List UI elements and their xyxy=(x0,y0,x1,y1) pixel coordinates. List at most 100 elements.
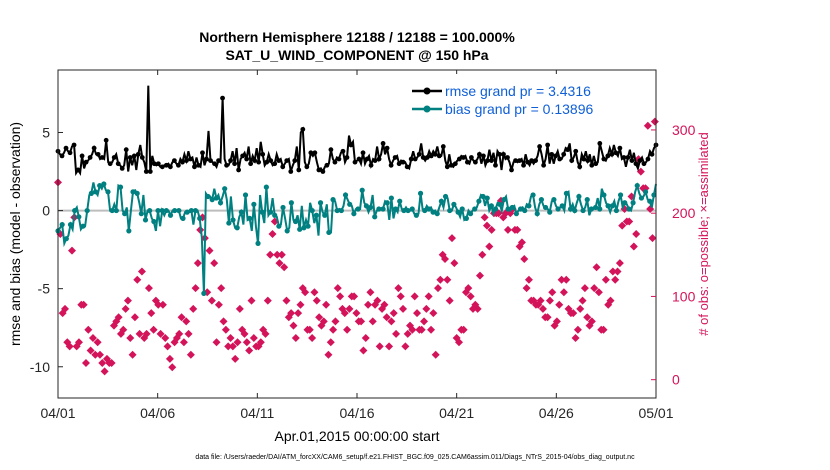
obs-count-point xyxy=(478,250,487,259)
obs-count-point xyxy=(79,300,88,309)
obs-count-point xyxy=(142,329,151,338)
obs-count-point xyxy=(459,325,468,334)
bias-point xyxy=(172,207,178,214)
bias-point xyxy=(434,211,440,217)
obs-count-point xyxy=(247,296,256,305)
obs-count-point xyxy=(590,284,599,293)
obs-count-point xyxy=(448,234,457,243)
obs-count-point xyxy=(133,275,142,284)
obs-count-point xyxy=(305,325,314,334)
rmse-point xyxy=(396,161,402,167)
rmse-point xyxy=(184,158,189,163)
bias-point xyxy=(488,203,494,209)
bias-point xyxy=(622,200,628,206)
obs-count-point xyxy=(345,304,354,313)
obs-count-point xyxy=(233,338,242,347)
bias-point xyxy=(492,206,499,212)
bias-point xyxy=(201,290,207,296)
rmse-point xyxy=(625,155,631,160)
bias-point xyxy=(338,207,344,214)
obs-count-point xyxy=(573,325,582,334)
bias-point xyxy=(122,211,128,217)
obs-count-point xyxy=(389,309,398,318)
bias-point xyxy=(317,200,324,206)
rmse-point xyxy=(139,155,145,160)
rmse-point xyxy=(252,158,258,163)
obs-count-point xyxy=(189,304,198,313)
rmse-point xyxy=(529,158,534,163)
obs-count-point xyxy=(289,321,298,330)
legend-rmse-marker xyxy=(423,87,431,95)
bias-point xyxy=(426,206,432,212)
plot-area xyxy=(58,70,656,398)
bias-point xyxy=(88,190,94,196)
bias-point xyxy=(363,203,369,209)
rmse-point xyxy=(180,159,185,165)
rmse-point xyxy=(256,159,262,165)
bias-point xyxy=(142,217,149,223)
y-axis-label-right: # of obs: o=possible; ×=assimilated xyxy=(696,132,711,335)
bias-point xyxy=(409,206,415,212)
bias-point xyxy=(401,207,407,214)
obs-count-point xyxy=(88,334,97,343)
bias-point xyxy=(542,204,549,211)
rmse-point xyxy=(400,159,406,165)
obs-count-point xyxy=(450,259,459,268)
bias-point xyxy=(159,207,165,214)
x-tick-label: 04/26 xyxy=(539,405,574,421)
bias-point xyxy=(601,192,607,198)
rmse-point xyxy=(460,155,466,160)
rmse-point xyxy=(513,158,518,163)
bias-point xyxy=(84,207,90,214)
obs-count-point xyxy=(86,346,95,355)
bias-point xyxy=(92,189,99,195)
rmse-point xyxy=(67,150,73,156)
x-axis: 04/01 04/06 04/11 04/16 04/21 04/26 05/01 xyxy=(40,70,674,421)
rmse-point xyxy=(505,155,510,160)
rmse-point xyxy=(312,150,318,156)
obs-count-point xyxy=(557,275,566,284)
bias-point xyxy=(138,211,144,217)
rmse-point xyxy=(557,156,563,162)
bias-point xyxy=(238,209,244,215)
bias-point xyxy=(288,200,294,206)
obs-count-point xyxy=(212,338,221,347)
bias-point xyxy=(530,192,536,198)
rmse-point xyxy=(649,151,655,157)
rmse-point xyxy=(143,169,149,174)
footer-data-file: data file: /Users/raeder/DAI/ATM_forcXX/… xyxy=(195,454,635,461)
obs-count-point xyxy=(613,267,622,276)
obs-count-point xyxy=(266,250,275,259)
bias-point xyxy=(322,212,328,218)
y-axis-left: -10 -5 0 5 xyxy=(30,124,63,375)
obs-count-point xyxy=(324,350,333,359)
rmse-point xyxy=(448,162,454,168)
y-right-tick-label: 200 xyxy=(672,205,696,221)
obs-count-point xyxy=(308,334,317,343)
rmse-point xyxy=(501,151,506,157)
rmse-point xyxy=(63,145,69,151)
bias-point xyxy=(267,209,274,215)
obs-count-point xyxy=(352,309,361,318)
rmse-point xyxy=(163,162,169,168)
obs-count-point xyxy=(214,300,223,309)
obs-count-point xyxy=(340,309,349,318)
rmse-point xyxy=(356,156,362,162)
obs-count-point xyxy=(235,304,244,313)
bias-point xyxy=(101,181,107,187)
rmse-point xyxy=(131,153,137,159)
obs-count-point xyxy=(431,350,440,359)
bias-point xyxy=(272,212,278,218)
rmse-point xyxy=(216,158,221,163)
bias-point xyxy=(413,212,419,218)
obs-count-point xyxy=(343,325,352,334)
rmse-point xyxy=(545,142,551,148)
bias-point xyxy=(355,206,361,212)
rmse-point xyxy=(368,162,374,168)
obs-count-point xyxy=(130,313,139,322)
bias-point xyxy=(563,190,570,196)
rmse-point xyxy=(392,155,398,160)
obs-count-point xyxy=(606,296,615,305)
obs-count-point xyxy=(207,296,216,305)
bias-point xyxy=(305,223,311,229)
